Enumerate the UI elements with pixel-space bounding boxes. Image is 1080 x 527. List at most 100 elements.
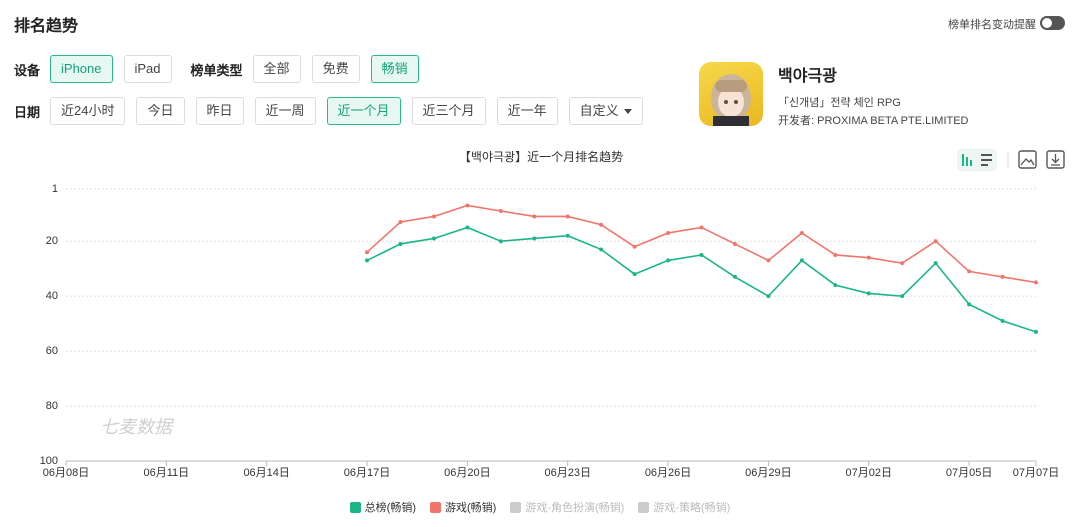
point <box>599 222 604 227</box>
filter-row: 日期 近24小时 今日 昨日 近一周 近一个月 近三个月 近一年 自定义 <box>14 97 654 125</box>
filter-button[interactable]: 近24小时 <box>50 97 126 125</box>
point <box>933 239 938 244</box>
filter-button[interactable]: 免费 <box>311 55 360 83</box>
legend-label: 游戏(畅销) <box>445 502 497 514</box>
legend-item[interactable]: 游戏-角色扮演(畅销) <box>510 499 624 515</box>
toggle-knob <box>1042 18 1052 28</box>
icon <box>1051 154 1060 166</box>
point <box>1034 280 1038 285</box>
y-tick-label: 1 <box>52 183 58 195</box>
legend-item[interactable]: 游戏-策略(畅销) <box>638 499 730 515</box>
app-icon-art <box>711 74 751 126</box>
dropdown-arrow <box>623 109 632 115</box>
chart-tools[interactable] <box>957 149 1065 171</box>
point <box>532 236 537 241</box>
icon <box>981 154 992 156</box>
point <box>900 261 905 266</box>
point <box>1034 329 1038 334</box>
filter-button[interactable]: 近一年 <box>496 97 558 125</box>
point <box>365 258 370 263</box>
filter-label: 日期 <box>14 104 41 120</box>
point <box>599 247 604 252</box>
filter-button[interactable]: 近一周 <box>254 97 316 125</box>
filter-label: 榜单类型 <box>190 62 243 78</box>
point <box>465 203 470 208</box>
image-button[interactable] <box>1018 150 1037 169</box>
point <box>799 230 804 235</box>
point <box>365 250 370 255</box>
watermark: 七麦数据 <box>100 417 175 437</box>
x-tick-label: 06月11日 <box>144 467 190 479</box>
icon <box>962 154 964 166</box>
filter-row: 设备 iPhone iPad 榜单类型 全部 免费 畅销 <box>14 55 430 83</box>
point <box>866 291 871 296</box>
toggle-switch[interactable] <box>1040 16 1065 30</box>
x-tick-label: 06月14日 <box>243 467 289 479</box>
filter-button[interactable]: 畅销 <box>370 55 419 83</box>
x-tick-label: 06月17日 <box>344 467 390 479</box>
icon <box>966 157 968 166</box>
point <box>431 214 436 219</box>
app-subtitle: 「신개념」전략 체인 RPG <box>778 97 901 109</box>
point <box>699 225 704 230</box>
y-tick-label: 100 <box>40 455 58 467</box>
point <box>632 272 637 277</box>
point <box>398 241 403 246</box>
chart-title: 【백야극광】近一个月排名趋势 <box>459 149 623 164</box>
x-tick-label: 06月20日 <box>444 467 490 479</box>
point <box>967 269 972 274</box>
icon <box>981 164 988 166</box>
legend-swatch <box>638 501 650 513</box>
point <box>666 230 671 235</box>
point <box>1000 274 1005 279</box>
point <box>431 236 436 241</box>
point <box>398 219 403 224</box>
point <box>933 261 938 266</box>
legend-item[interactable]: 总榜(畅销) <box>349 499 416 515</box>
filter-button[interactable]: iPad <box>123 55 172 83</box>
y-tick-label: 80 <box>46 400 58 412</box>
point <box>498 239 503 244</box>
x-tick-label: 07月05日 <box>946 467 992 479</box>
x-tick-label: 06月23日 <box>544 467 590 479</box>
x-tick-label: 06月29日 <box>745 467 791 479</box>
legend-swatch <box>430 501 441 513</box>
point <box>565 214 570 219</box>
point <box>732 241 737 246</box>
point <box>799 258 804 263</box>
point <box>766 258 771 263</box>
download-button[interactable] <box>1046 150 1065 169</box>
filter-button[interactable]: 昨日 <box>195 97 244 125</box>
x-tick-label: 07月02日 <box>846 467 892 479</box>
filter-button[interactable]: iPhone <box>50 55 113 83</box>
filter-button[interactable]: 近一个月 <box>326 97 401 125</box>
legend-swatch <box>349 501 361 513</box>
x-tick-label: 06月26日 <box>645 467 691 479</box>
point <box>632 244 637 249</box>
filter-button[interactable]: 今日 <box>136 97 185 125</box>
y-tick-label: 40 <box>46 290 58 302</box>
filter-button[interactable]: 全部 <box>252 55 301 83</box>
point <box>532 214 537 219</box>
point <box>666 258 671 263</box>
legend-item[interactable]: 游戏(畅销) <box>430 499 496 515</box>
point <box>766 294 771 299</box>
point <box>699 252 704 257</box>
legend-label: 游戏-策略(畅销) <box>653 502 731 514</box>
point <box>565 233 570 238</box>
line <box>366 204 1037 284</box>
legend-swatch <box>510 501 522 513</box>
filter-label: 设备 <box>14 62 41 78</box>
filter-button[interactable]: 自定义 <box>568 97 643 125</box>
point <box>465 225 470 230</box>
filter-button[interactable]: 近三个月 <box>411 97 486 125</box>
point <box>900 294 905 299</box>
legend: 总榜(畅销) 游戏(畅销) 游戏-角色扮演(畅销) 游戏-策略(畅销) <box>0 499 1080 515</box>
icon <box>981 159 992 161</box>
icon <box>1020 158 1035 166</box>
section-title: 排名趋势 <box>14 18 79 35</box>
x-tick-label: 06月08日 <box>43 467 89 479</box>
point <box>1000 318 1005 323</box>
